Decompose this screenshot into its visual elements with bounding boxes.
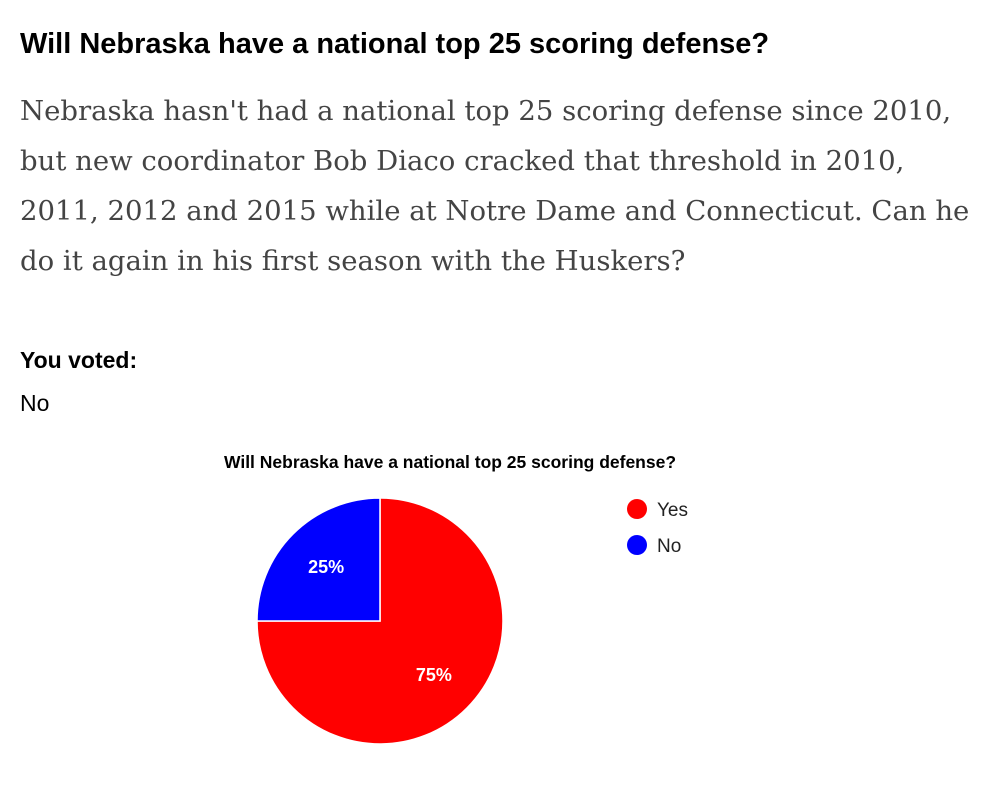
legend-label-yes: Yes bbox=[657, 500, 688, 521]
poll-results-chart: Will Nebraska have a national top 25 sco… bbox=[224, 452, 688, 745]
legend-marker-no bbox=[627, 535, 647, 555]
pie-slice-no bbox=[256, 497, 381, 622]
voted-label: You voted: bbox=[20, 347, 138, 373]
poll-question: Will Nebraska have a national top 25 sco… bbox=[20, 28, 770, 60]
chart-legend: Yes No bbox=[627, 499, 688, 557]
slice-label-no: 25% bbox=[308, 557, 344, 577]
chart-title: Will Nebraska have a national top 25 sco… bbox=[224, 452, 676, 472]
voted-value: No bbox=[20, 390, 50, 416]
legend-label-no: No bbox=[657, 536, 681, 557]
pie-labels: 75% 25% bbox=[308, 557, 452, 685]
poll-description: Nebraska hasn't had a national top 25 sc… bbox=[20, 95, 970, 277]
legend-marker-yes bbox=[627, 499, 647, 519]
slice-label-yes: 75% bbox=[416, 665, 452, 685]
pie-slices bbox=[256, 497, 504, 745]
